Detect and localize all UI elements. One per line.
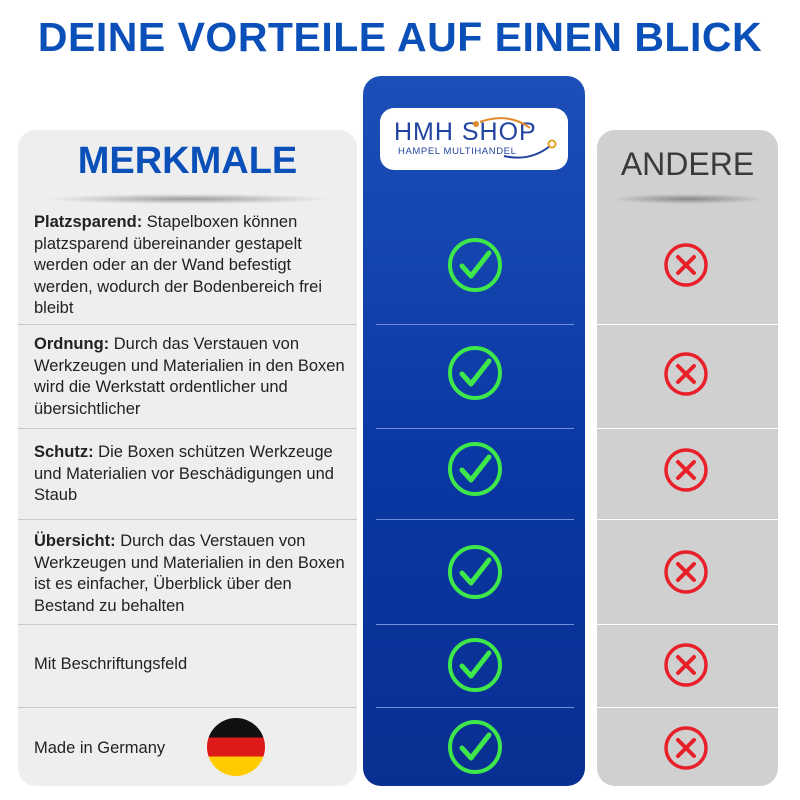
hmh-shop-column [363, 76, 585, 786]
row-divider [376, 428, 574, 429]
row-divider [597, 624, 778, 625]
check-icon [448, 720, 502, 774]
features-column-title: MERKMALE [77, 140, 298, 182]
check-icon [448, 346, 502, 400]
features-column [18, 130, 357, 786]
row-divider [18, 519, 357, 520]
others-title-shadow [612, 194, 764, 204]
row-divider [597, 428, 778, 429]
row-made-in-germany: Made in Germany [34, 738, 354, 760]
cross-icon [664, 448, 708, 492]
row-label: Platzsparend: [34, 213, 143, 231]
row-description: Durch das Verstauen von Werkzeugen und M… [34, 335, 345, 418]
cross-icon [664, 550, 708, 594]
others-column [597, 130, 778, 786]
row-description: Mit Beschriftungsfeld [34, 655, 188, 673]
row-divider [597, 707, 778, 708]
features-title-shadow [48, 194, 328, 204]
row-divider [18, 324, 357, 325]
row-description: Die Boxen schützen Werkzeuge und Materia… [34, 443, 334, 504]
row-divider [18, 707, 357, 708]
check-icon [448, 545, 502, 599]
row-label: Schutz: [34, 443, 94, 461]
check-icon [448, 638, 502, 692]
logo-brand-text: HMH SHOP [394, 118, 537, 146]
hmh-shop-logo: HMH SHOP HAMPEL MULTIHANDEL [380, 108, 568, 170]
row-description: Made in Germany [34, 739, 166, 757]
row-schutz: Schutz: Die Boxen schützen Werkzeuge und… [34, 442, 354, 507]
row-label: Übersicht: [34, 532, 116, 550]
page-headline: DEINE VORTEILE AUF EINEN BLICK [37, 14, 763, 60]
row-description: Stapelboxen können platzsparend übereina… [34, 213, 323, 317]
cross-icon [664, 243, 708, 287]
cross-icon [664, 643, 708, 687]
row-divider [597, 519, 778, 520]
logo-tagline-text: HAMPEL MULTIHANDEL [398, 146, 517, 157]
check-icon [448, 442, 502, 496]
germany-flag-icon [207, 718, 265, 776]
row-label: Ordnung: [34, 335, 110, 353]
row-divider [376, 624, 574, 625]
row-divider [18, 428, 357, 429]
row-beschriftungsfeld: Mit Beschriftungsfeld [34, 654, 354, 676]
row-ordnung: Ordnung: Durch das Verstauen von Werkzeu… [34, 334, 354, 420]
cross-icon [664, 352, 708, 396]
cross-icon [664, 726, 708, 770]
check-icon [448, 238, 502, 292]
row-divider [376, 324, 574, 325]
row-description: Durch das Verstauen von Werkzeugen und M… [34, 532, 345, 615]
row-divider [376, 519, 574, 520]
logo-swoosh-icon [473, 117, 557, 159]
row-divider [376, 707, 574, 708]
others-column-title: ANDERE [620, 146, 755, 182]
row-divider [18, 624, 357, 625]
row-platzsparend: Platzsparend: Stapelboxen können platzsp… [34, 212, 354, 320]
row-uebersicht: Übersicht: Durch das Verstauen von Werkz… [34, 531, 354, 617]
row-divider [597, 324, 778, 325]
